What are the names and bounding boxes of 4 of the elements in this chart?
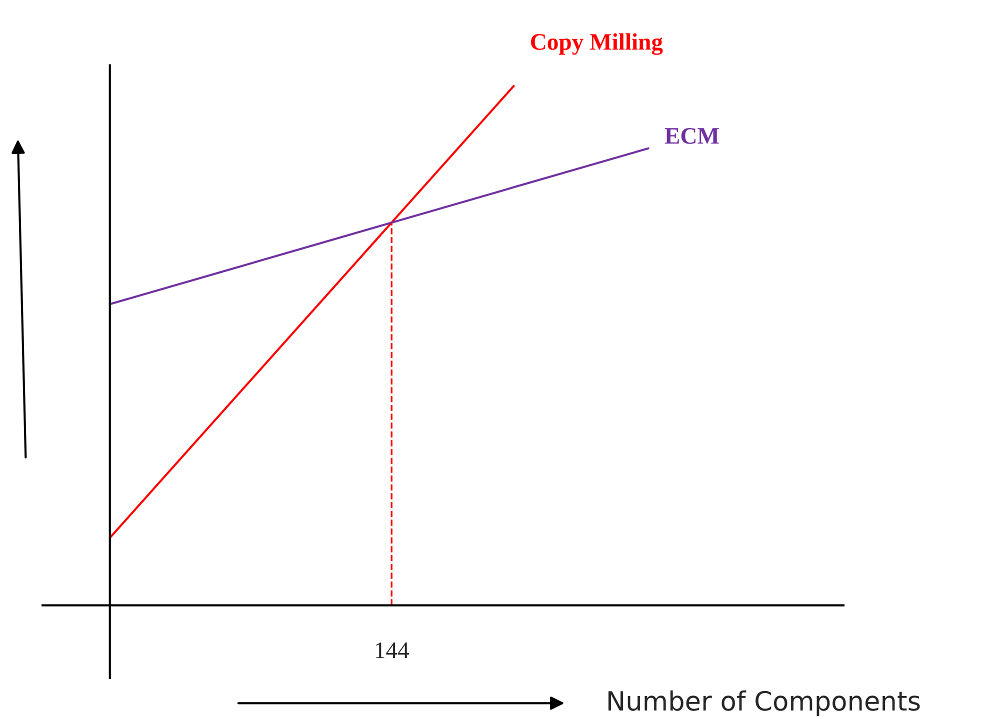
- series-label: Copy Milling: [531, 33, 663, 55]
- series-label: ECM: [664, 128, 719, 144]
- x-axis-title: Number of Components: [608, 690, 920, 716]
- text: 144: [376, 642, 409, 658]
